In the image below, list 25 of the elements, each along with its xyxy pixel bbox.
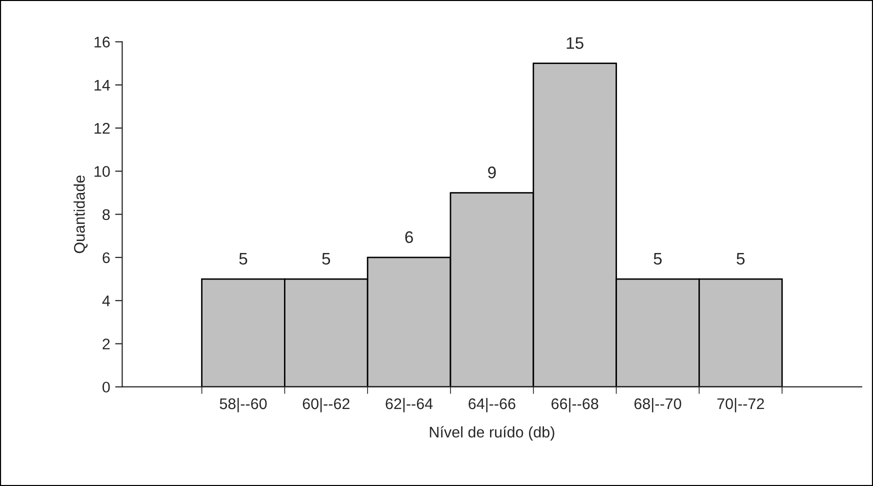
y-tick-label: 0 (102, 382, 110, 393)
data-label: 6 (405, 231, 413, 244)
y-tick-label: 4 (102, 296, 110, 306)
y-tick-label: 14 (94, 80, 110, 90)
x-tick-label: 58|--60 (220, 398, 267, 412)
x-tick-label: 60|--62 (302, 398, 350, 412)
y-axis-title: Quantidade (74, 176, 88, 254)
x-tick-label: 64|--66 (468, 398, 516, 412)
data-label: 5 (736, 252, 745, 265)
y-tick-label: 2 (102, 338, 110, 350)
data-label: 9 (488, 166, 496, 178)
data-label: 5 (654, 252, 662, 265)
x-tick-label: 68|--70 (634, 398, 682, 412)
x-tick-label: 66|--68 (552, 398, 598, 412)
y-tick-label: 16 (94, 36, 110, 48)
x-tick-label: 70|--72 (717, 398, 764, 412)
y-tick-label: 10 (94, 166, 110, 177)
y-tick-label: 12 (94, 122, 110, 134)
data-label: 15 (566, 37, 584, 49)
y-tick-label: 8 (102, 209, 110, 220)
y-tick-label: 6 (102, 252, 110, 264)
x-axis-title: Nível de ruído (db) (430, 426, 554, 441)
data-label: 5 (322, 252, 330, 265)
data-label: 5 (239, 252, 248, 265)
x-tick-label: 62|--64 (386, 398, 433, 412)
